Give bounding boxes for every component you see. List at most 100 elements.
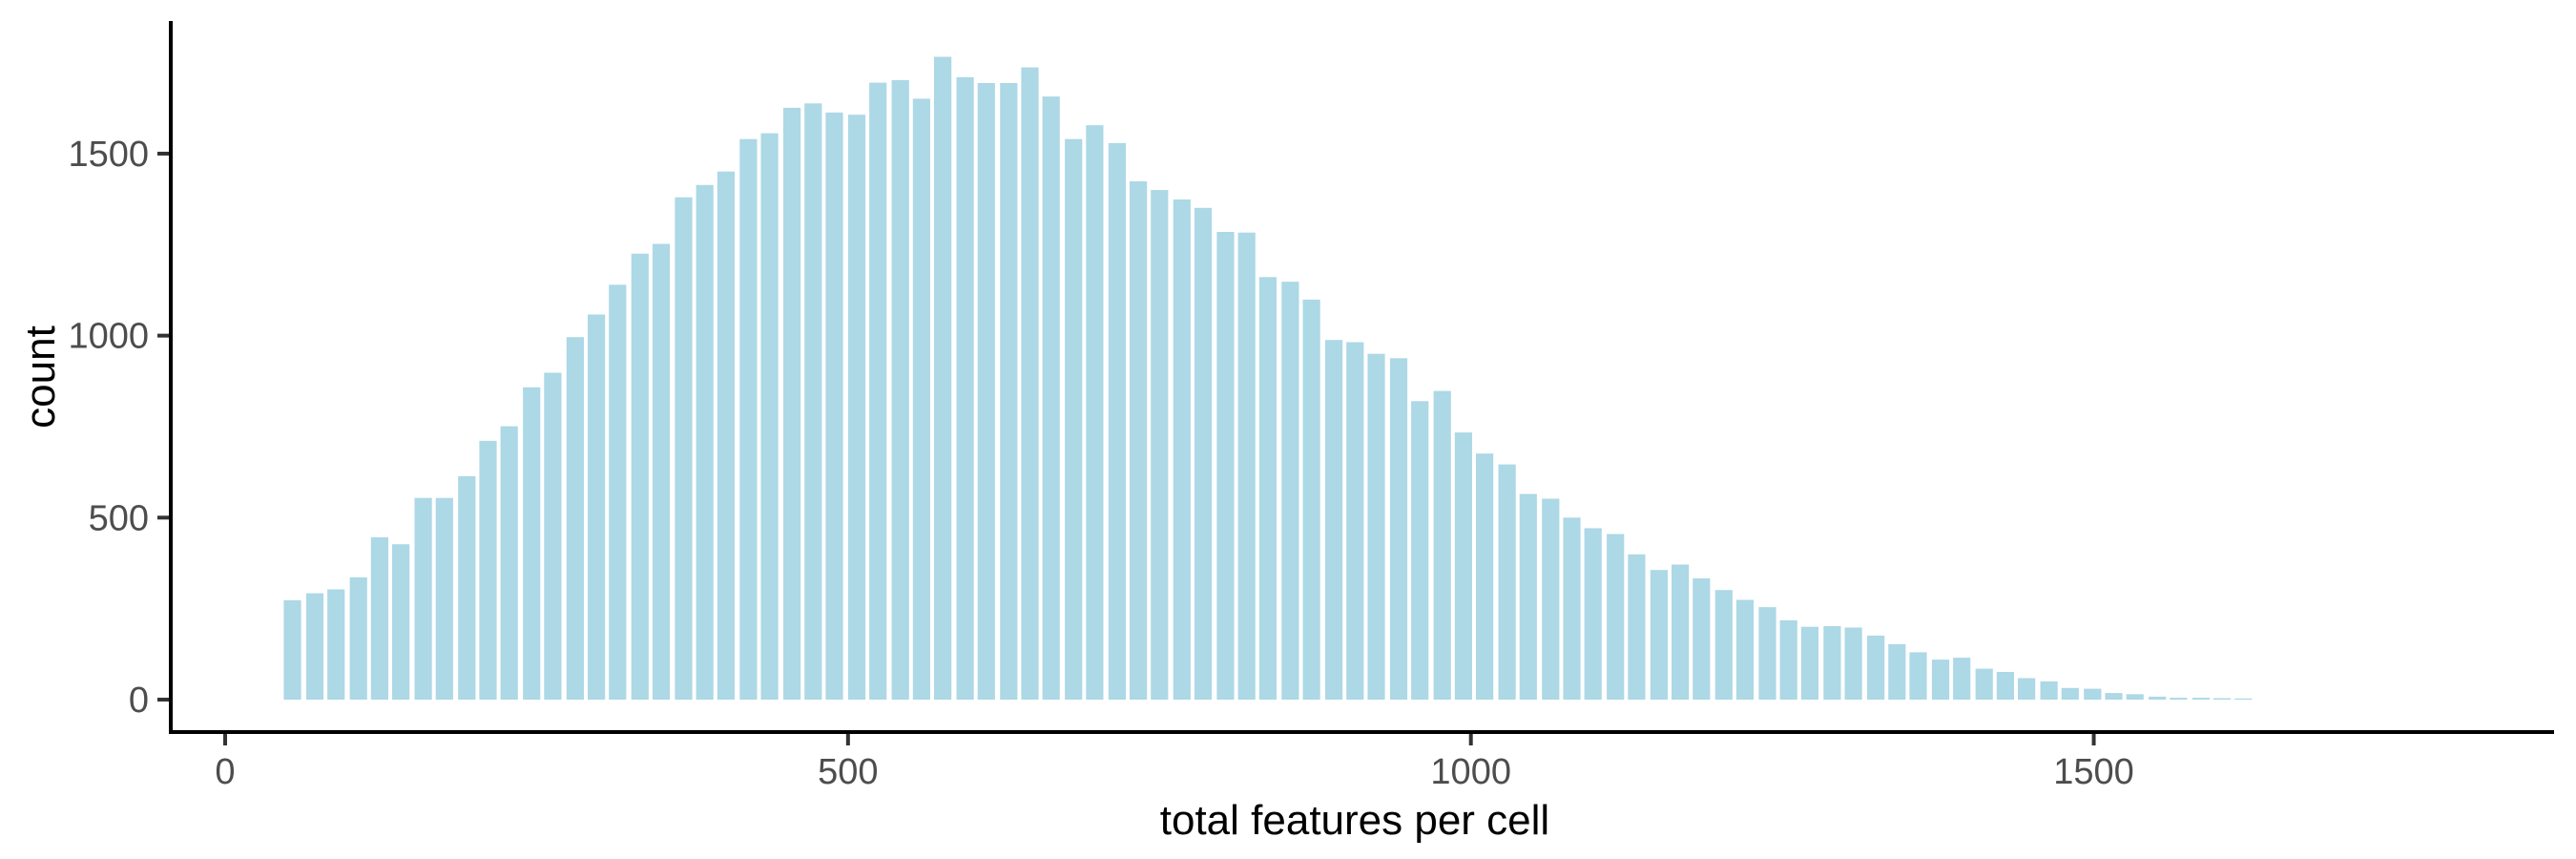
axes-layer [157,21,2554,745]
histogram-bar [956,76,974,700]
histogram-bar [327,589,345,700]
histogram-bar [1867,635,1885,700]
histogram-bar [1000,83,1018,700]
histogram-bar [392,544,410,700]
y-tick-label: 1000 [68,317,149,357]
histogram-bar [609,284,627,700]
histogram-bar [2212,698,2232,700]
histogram-bar [2149,696,2167,700]
histogram-bar [1411,401,1429,700]
tick-labels-layer: 0 500 1000 1500 0 500 1000 1500 [68,135,2133,792]
histogram-bar [1714,590,1733,700]
histogram-bar [2018,678,2036,700]
histogram-bar [1065,138,1083,700]
histogram-bar [1021,67,1039,701]
histogram-bar [2192,698,2210,700]
histogram-bar [934,56,952,700]
histogram-bar [1325,340,1343,700]
histogram-bar [1108,142,1126,700]
histogram-bar [479,440,497,700]
histogram-bar [1735,599,1755,700]
histogram-bar [2170,698,2188,700]
histogram-bar [2061,687,2079,700]
histogram-bar [1909,652,1927,700]
histogram-bar [1042,96,1060,701]
histogram-bar [1498,464,1516,700]
histogram-bar [1258,277,1277,700]
histogram-bar [1693,578,1711,700]
histogram-bar [631,253,649,700]
histogram-bar [1151,190,1169,701]
histogram-bar [869,82,887,701]
x-axis-title: total features per cell [1160,797,1549,844]
histogram-bar [1346,342,1364,700]
histogram-bar [305,593,324,700]
histogram-bar [1281,282,1299,700]
histogram-bar [2126,694,2144,700]
histogram-bar [2084,688,2102,700]
histogram-bar [370,536,388,700]
histogram-bar [500,426,518,700]
x-tick-label: 500 [818,752,878,792]
histogram-bar [1086,125,1104,700]
histogram-bar [1519,493,1537,700]
histogram-bar [1844,627,1862,700]
histogram-bar [1237,232,1256,700]
histogram-bar [2040,681,2058,700]
histogram-bar [349,576,367,700]
bars-layer [283,56,2253,701]
histogram-bar [544,372,562,700]
histogram-bar [783,107,801,700]
histogram-bar [1975,668,1993,700]
histogram-bar [804,103,822,701]
histogram-bar [1367,353,1385,700]
histogram-bar [1542,498,1560,700]
histogram-bar [566,337,584,700]
histogram-bar [847,115,866,700]
y-tick-label: 500 [89,498,149,538]
histogram-bar [1130,181,1148,700]
histogram-bar [675,197,693,700]
histogram-bar [912,98,930,700]
histogram-bar [414,497,432,700]
histogram-bar [283,599,301,700]
histogram-bar [1433,390,1451,700]
histogram-bar [1194,207,1213,701]
histogram-bar [1953,658,1971,700]
histogram-bar [2105,693,2123,700]
histogram-bar [588,314,606,700]
histogram-bar [1216,232,1235,700]
histogram-bar [1758,607,1776,700]
histogram-bar [1454,432,1472,700]
histogram-bar [1607,534,1625,700]
histogram-bar [1173,199,1191,700]
histogram-bar [1823,626,1841,700]
histogram-bar [1476,453,1494,700]
x-tick-label: 0 [215,752,235,792]
histogram-bar [760,133,779,701]
histogram-bar [1302,299,1320,700]
histogram-bar [825,112,843,700]
histogram-bar [1650,570,1668,700]
histogram-bar [1888,644,1906,700]
histogram-bar [1389,358,1408,700]
histogram-bar [1628,554,1646,700]
histogram-bar [2234,698,2253,700]
histogram-bar [652,243,671,700]
y-tick-label: 1500 [68,135,149,175]
histogram-bar [739,138,758,700]
histogram-bar [1800,626,1818,700]
histogram-bar [891,79,909,700]
histogram-bar [696,184,714,701]
histogram-bar [458,475,476,700]
histogram-bar [523,387,541,700]
histogram-bar [1563,517,1581,700]
histogram-bar [1931,660,1950,700]
histogram-bar [977,83,995,700]
histogram-bar [717,171,735,700]
x-tick-label: 1000 [1430,752,1511,792]
y-axis-title: count [17,325,64,429]
histogram-bar [1996,672,2014,700]
